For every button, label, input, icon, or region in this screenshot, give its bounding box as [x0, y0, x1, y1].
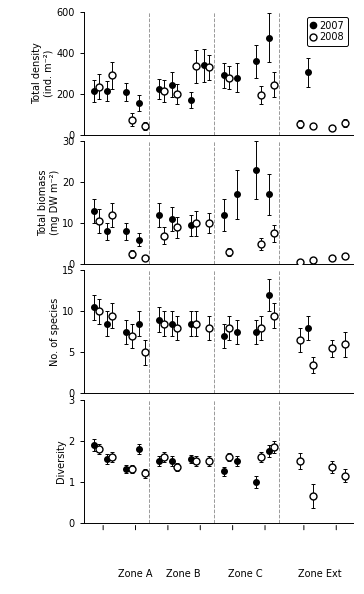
Text: Zone B: Zone B	[166, 570, 201, 580]
Text: Zone A: Zone A	[118, 570, 153, 580]
Y-axis label: Total biomass
(mg DW m⁻²): Total biomass (mg DW m⁻²)	[38, 169, 60, 236]
Y-axis label: Diversity: Diversity	[56, 440, 66, 483]
Legend: 2007, 2008: 2007, 2008	[307, 17, 348, 46]
Y-axis label: Total density
(ind. m⁻²): Total density (ind. m⁻²)	[32, 43, 54, 105]
Y-axis label: No. of species: No. of species	[50, 298, 60, 366]
Text: Zone Ext: Zone Ext	[298, 570, 341, 580]
Text: Zone C: Zone C	[228, 570, 263, 580]
